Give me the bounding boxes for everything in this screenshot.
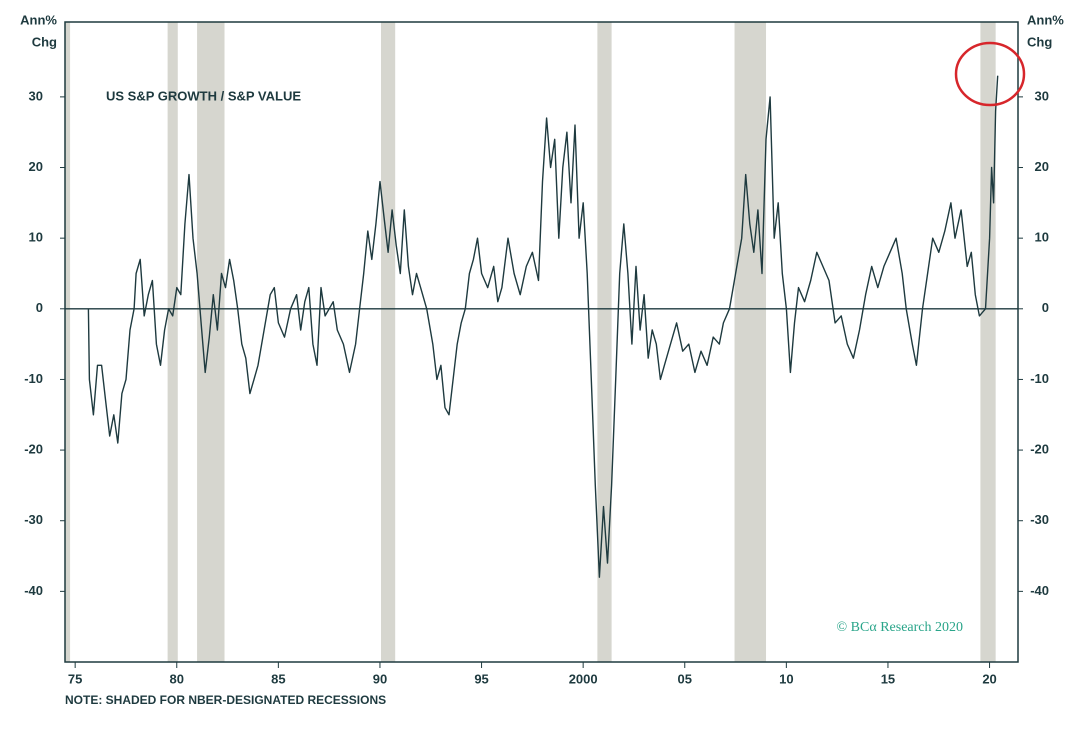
recession-band: [197, 22, 225, 662]
y2-tick-label: -10: [1030, 371, 1049, 386]
x-tick-label: 15: [881, 671, 895, 686]
recession-band: [380, 22, 396, 662]
y2-tick-label: 10: [1035, 230, 1049, 245]
x-tick-label: 20: [982, 671, 996, 686]
y-tick-label: 10: [29, 230, 43, 245]
y2-tick-label: -30: [1030, 512, 1049, 527]
source: © BCα Research 2020: [837, 620, 963, 635]
recession-band: [734, 22, 767, 662]
x-tick-label: 80: [170, 671, 184, 686]
y-tick-label: 30: [29, 88, 43, 103]
recession-band: [167, 22, 178, 662]
series-line: [87, 75, 999, 578]
y2-tick-label: 0: [1042, 300, 1049, 315]
x-tick-label: 85: [271, 671, 285, 686]
y-axis-label: Chg: [32, 34, 57, 49]
chart-title: US S&P GROWTH / S&P VALUE: [106, 88, 301, 103]
y-tick-label: -30: [24, 512, 43, 527]
x-tick-label: 95: [474, 671, 488, 686]
x-tick-label: 90: [373, 671, 387, 686]
y2-tick-label: -40: [1030, 583, 1049, 598]
y-tick-label: -40: [24, 583, 43, 598]
y2-axis-label: Ann%: [1027, 12, 1064, 27]
plot-frame: [64, 21, 1019, 663]
highlight-circle: [954, 41, 1026, 107]
y-tick-label: 20: [29, 159, 43, 174]
recession-band: [597, 22, 612, 662]
y-tick-label: 0: [36, 300, 43, 315]
x-tick-label: 2000: [569, 671, 598, 686]
x-tick-label: 75: [68, 671, 82, 686]
y-tick-label: -10: [24, 371, 43, 386]
x-tick-label: 05: [678, 671, 692, 686]
y2-tick-label: -20: [1030, 442, 1049, 457]
recession-band: [65, 22, 71, 662]
y2-tick-label: 30: [1035, 88, 1049, 103]
y2-axis-label: Chg: [1027, 34, 1052, 49]
x-tick-label: 10: [779, 671, 793, 686]
y-tick-label: -20: [24, 442, 43, 457]
y-axis-label: Ann%: [20, 12, 57, 27]
plot-area: -40 -30 -20 -10 0 10 20 30 -40 -30 -20 -10 0 10 20 30 75…: [24, 21, 1049, 686]
recession-band: [980, 22, 996, 662]
note: NOTE: SHADED FOR NBER-DESIGNATED RECESSI…: [65, 693, 386, 707]
y2-tick-label: 20: [1035, 159, 1049, 174]
